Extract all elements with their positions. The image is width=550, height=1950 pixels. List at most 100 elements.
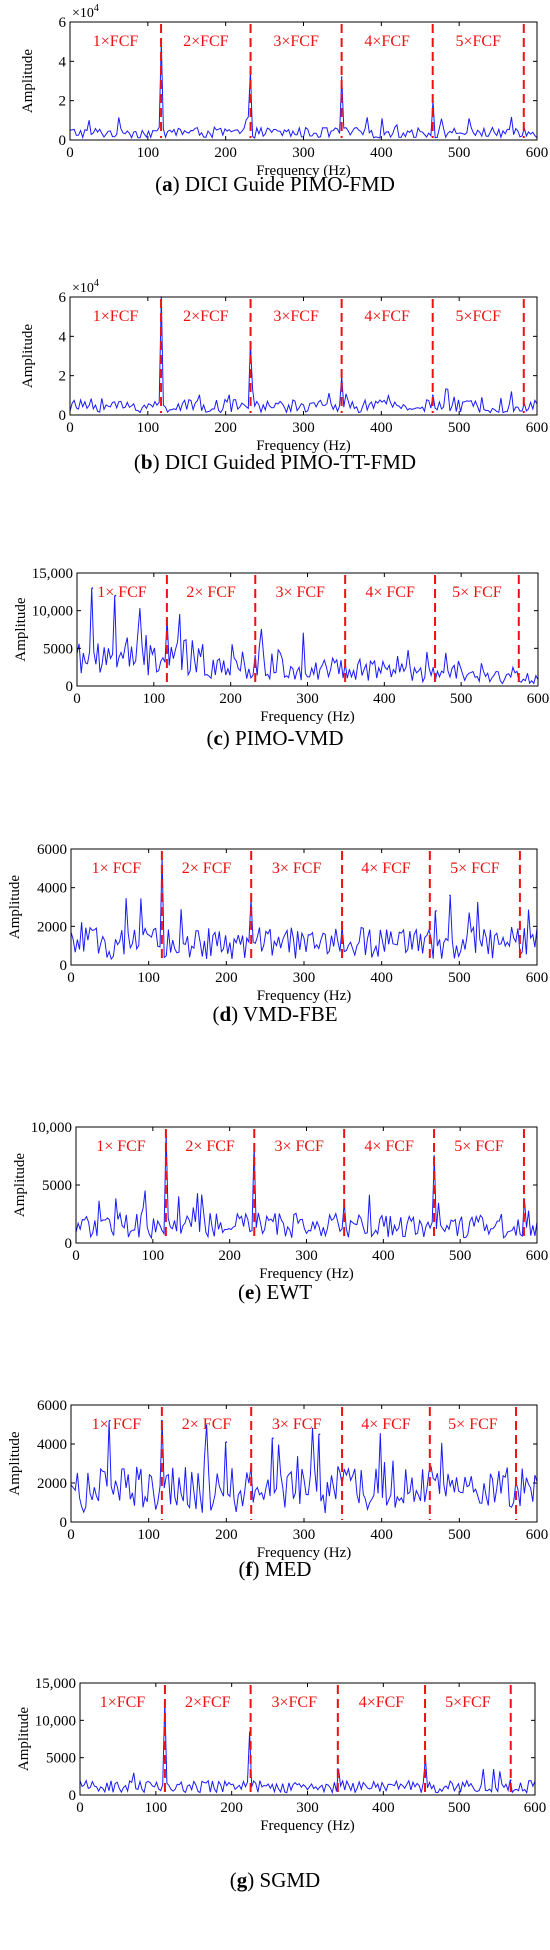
y-tick-label: 0 [59, 133, 67, 149]
x-tick-label: 600 [526, 145, 549, 161]
fcf-label-1: 1× FCF [97, 584, 147, 601]
fcf-label-4: 4× FCF [364, 1138, 414, 1155]
y-tick-label: 6 [59, 290, 67, 306]
y-tick-label: 5000 [46, 1751, 76, 1767]
spectrum-line [69, 296, 538, 414]
caption-text: MED [264, 1557, 312, 1581]
x-tick-label: 100 [137, 420, 160, 436]
panel-caption-f: (f) MED [238, 1557, 312, 1581]
y-tick-label: 4000 [37, 1437, 67, 1453]
x-tick-label: 100 [137, 1527, 160, 1543]
y-tick-label: 0 [60, 958, 68, 974]
y-tick-label: 6 [59, 15, 67, 31]
y-tick-label: 0 [69, 1788, 77, 1804]
caption-text: DICI Guided PIMO-TT-FMD [164, 450, 417, 474]
fcf-label-1: 1× FCF [92, 860, 142, 877]
x-tick-label: 500 [448, 420, 471, 436]
caption-letter: g [236, 1868, 248, 1892]
y-axis-label: Amplitude [7, 875, 23, 940]
x-tick-label: 200 [219, 691, 242, 707]
caption-letter: a [162, 172, 173, 196]
fcf-label-5: 5× FCF [448, 1416, 498, 1433]
x-tick-label: 400 [370, 1527, 393, 1543]
x-tick-label: 100 [137, 145, 160, 161]
caption-text: VMD-FBE [243, 1002, 338, 1026]
x-axis-label: Frequency (Hz) [259, 1266, 354, 1282]
x-axis-label: Frequency (Hz) [257, 1545, 352, 1561]
peak-point-4 [272, 1437, 274, 1439]
caption-letter: c [213, 726, 223, 750]
x-tick-label: 400 [372, 1248, 395, 1264]
x-tick-label: 600 [524, 1800, 547, 1816]
caption-text: DICI Guide PIMO-FMD [184, 172, 395, 196]
y-tick-label: 15,000 [35, 1676, 76, 1692]
x-tick-label: 600 [526, 970, 549, 986]
fcf-label-3: 3×FCF [271, 1694, 317, 1711]
x-axis-label: Frequency (Hz) [260, 1818, 355, 1834]
x-tick-label: 400 [370, 420, 393, 436]
x-tick-label: 300 [296, 1800, 319, 1816]
x-tick-label: 200 [215, 1527, 238, 1543]
fcf-label-5: 5× FCF [450, 860, 500, 877]
x-tick-label: 400 [370, 145, 393, 161]
x-axis-label: Frequency (Hz) [260, 709, 355, 725]
y-axis-label: Amplitude [7, 1431, 23, 1496]
fcf-label-1: 1×FCF [93, 33, 139, 50]
x-tick-label: 0 [76, 1800, 84, 1816]
panel-caption-b: (b) DICI Guided PIMO-TT-FMD [133, 450, 417, 474]
fcf-label-4: 4× FCF [365, 584, 415, 601]
caption-letter: b [140, 450, 153, 474]
peak-point-3 [340, 76, 343, 78]
x-tick-label: 0 [72, 1248, 80, 1264]
spectrum-line [76, 588, 539, 685]
fcf-label-4: 4× FCF [361, 1416, 411, 1433]
x-tick-label: 400 [370, 970, 393, 986]
y-tick-label: 2 [59, 369, 67, 385]
x-tick-label: 500 [448, 145, 471, 161]
caption-letter: d [219, 1002, 232, 1026]
caption-letter: e [244, 1280, 255, 1304]
y-multiplier: ×104 [72, 3, 99, 21]
x-tick-label: 0 [73, 691, 81, 707]
fcf-label-3: 3× FCF [272, 860, 322, 877]
spectrum-line [75, 1132, 538, 1240]
x-tick-label: 0 [67, 1527, 75, 1543]
fcf-label-4: 4× FCF [361, 860, 411, 877]
fcf-label-1: 1×FCF [100, 1694, 146, 1711]
x-tick-label: 0 [67, 970, 75, 986]
peak-point-4 [435, 910, 437, 912]
fcf-label-3: 3× FCF [275, 584, 325, 601]
spectrum-line [79, 1701, 536, 1795]
x-axis-label: Frequency (Hz) [257, 988, 352, 1004]
y-tick-label: 5000 [43, 641, 73, 657]
peak-point-5 [449, 894, 451, 897]
panel-caption-g: (g) SGMD [229, 1868, 321, 1892]
x-tick-label: 400 [372, 1800, 395, 1816]
x-tick-label: 300 [295, 1248, 318, 1264]
x-tick-label: 200 [215, 970, 238, 986]
x-tick-label: 500 [448, 1527, 471, 1543]
x-tick-label: 500 [448, 1800, 471, 1816]
chart-panel-3: 1× FCF 2× FCF 3× FCF 4× FCF 5× FCF 0 100 200 300… [13, 566, 549, 725]
peak-point-4 [254, 655, 257, 657]
x-tick-label: 300 [292, 145, 315, 161]
x-tick-label: 100 [137, 970, 160, 986]
y-axis-label: Amplitude [13, 597, 29, 662]
y-axis-label: Amplitude [16, 1707, 32, 1772]
chart-panel-7: 1×FCF 2×FCF 3×FCF 4×FCF 5×FCF 0 100 200 300 400 50… [16, 1676, 546, 1834]
y-tick-label: 10,000 [32, 604, 73, 620]
x-tick-label: 300 [293, 970, 316, 986]
y-tick-label: 4000 [37, 881, 67, 897]
x-tick-label: 200 [214, 420, 237, 436]
x-tick-label: 200 [218, 1248, 241, 1264]
fcf-label-3: 3× FCF [272, 1416, 322, 1433]
fcf-label-2: 2× FCF [185, 1138, 235, 1155]
x-tick-label: 500 [448, 970, 471, 986]
x-tick-label: 500 [450, 691, 473, 707]
x-tick-label: 300 [293, 1527, 316, 1543]
fcf-label-3: 3×FCF [273, 308, 319, 325]
peak-point-1 [109, 1419, 111, 1422]
x-tick-label: 100 [142, 1248, 165, 1264]
y-axis-label: Amplitude [20, 324, 36, 389]
fcf-label-4: 4×FCF [364, 308, 410, 325]
